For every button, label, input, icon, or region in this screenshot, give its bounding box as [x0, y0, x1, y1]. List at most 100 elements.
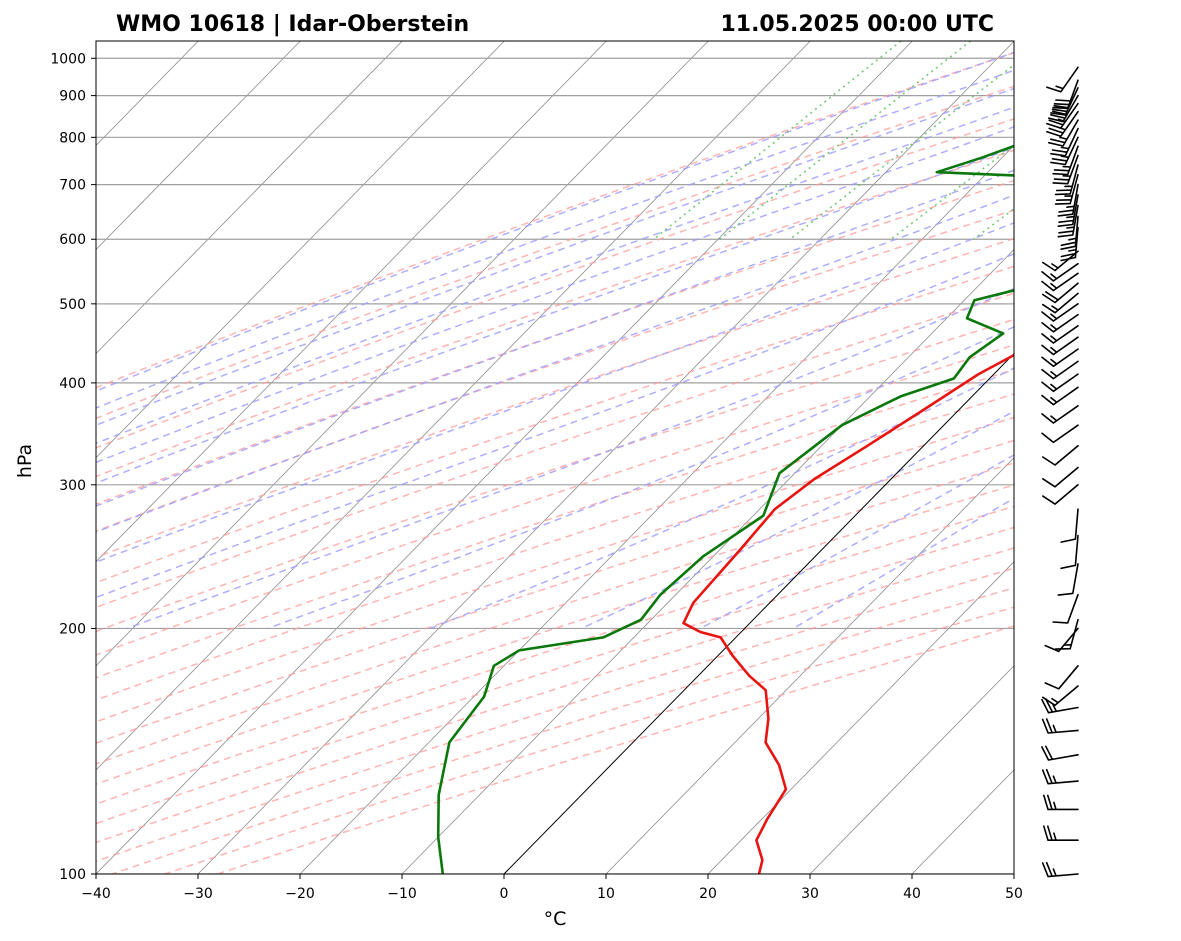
- moist-adiabat-line: [96, 194, 1014, 533]
- wind-barb: [1042, 292, 1079, 314]
- isotherm-line: [96, 41, 811, 771]
- wind-barb: [1041, 745, 1079, 761]
- dry-adiabat-line: [96, 118, 1014, 449]
- y-tick-label: 200: [59, 621, 86, 637]
- isobar-grid: [96, 57, 1014, 874]
- isotherm-line: [96, 41, 709, 667]
- profile-series: [436, 144, 1014, 874]
- y-axis: 100 200 300 400 500 600 700 800 900 1000: [50, 51, 96, 883]
- dry-adiabat-line: [96, 51, 1014, 389]
- wind-barb: [1041, 386, 1079, 406]
- wind-barb: [1042, 282, 1079, 304]
- isotherm-line: [605, 457, 1014, 874]
- x-tick-label: 30: [801, 886, 819, 902]
- wind-barb: [1041, 698, 1079, 714]
- wind-barb: [1046, 110, 1079, 138]
- wind-barb: [1041, 861, 1079, 878]
- wind-barb: [1052, 79, 1079, 110]
- chart-title-left: WMO 10618 | Idar-Oberstein: [116, 12, 469, 37]
- wind-barb: [1041, 348, 1079, 368]
- y-axis-label: hPa: [14, 444, 36, 478]
- isotherm-line: [96, 41, 913, 874]
- wind-barb: [1060, 534, 1079, 570]
- wind-barb: [1042, 685, 1079, 707]
- x-axis: −40 −30 −20 −10 0 10 20 30 40 50: [81, 874, 1023, 902]
- wind-barb: [1048, 94, 1079, 123]
- dry-adiabat-line: [96, 149, 1014, 478]
- temperature-line: [682, 353, 1014, 874]
- x-tick-label: −40: [81, 886, 111, 902]
- dry-adiabat-line: [96, 265, 1014, 584]
- dry-adiabat-line: [96, 209, 1014, 532]
- isotherm-line: [809, 665, 1014, 874]
- dry-adiabats: [96, 51, 1014, 874]
- wind-barb: [1043, 794, 1079, 811]
- moist-adiabat-line: [96, 126, 1014, 464]
- moist-adiabat-line: [581, 410, 1014, 630]
- mixing-ratio-line: [653, 41, 902, 240]
- zero-isotherm: [503, 352, 1014, 874]
- wind-barb: [1057, 563, 1079, 596]
- wind-barb: [1041, 336, 1079, 356]
- wind-barb: [1048, 119, 1079, 147]
- dry-adiabat-line: [96, 85, 1014, 420]
- isotherm-line: [96, 41, 403, 355]
- moist-adiabat-line: [96, 146, 1014, 484]
- wind-barb: [1052, 154, 1079, 185]
- wind-barb: [1041, 325, 1079, 344]
- wind-barb: [1060, 215, 1079, 250]
- isotherm-line: [197, 41, 1014, 874]
- x-tick-label: 0: [500, 886, 509, 902]
- dewpoint-line: [436, 144, 1014, 874]
- isotherm-line: [96, 41, 607, 563]
- mixing-ratio-line: [890, 144, 1014, 240]
- mixing-ratio-line: [719, 41, 972, 240]
- moist-adiabat-line: [96, 222, 1014, 563]
- x-tick-label: 20: [699, 886, 717, 902]
- chart-title-right: 11.05.2025 00:00 UTC: [720, 12, 994, 37]
- dry-adiabat-line: [96, 368, 1014, 679]
- isotherm-line: [707, 561, 1014, 874]
- y-tick-label: 800: [59, 130, 86, 146]
- wind-barb: [1041, 768, 1079, 785]
- dry-adiabat-line: [96, 344, 1014, 656]
- wind-barb: [1044, 665, 1079, 690]
- dry-adiabat-line: [96, 526, 1014, 825]
- y-tick-label: 900: [59, 89, 86, 105]
- y-tick-label: 500: [59, 297, 86, 313]
- x-tick-label: 40: [903, 886, 921, 902]
- y-tick-label: 100: [59, 867, 86, 883]
- wind-barb: [1050, 127, 1079, 157]
- y-tick-label: 400: [59, 376, 86, 392]
- wind-barb: [1041, 272, 1079, 292]
- mixing-ratio-line: [789, 63, 1014, 240]
- moist-adiabat-line: [96, 253, 1014, 599]
- wind-barb: [1060, 508, 1079, 543]
- wind-barbs: [1041, 66, 1079, 878]
- moist-adiabat-line: [126, 287, 1014, 630]
- wind-barb: [1042, 444, 1079, 466]
- wind-barb: [1042, 484, 1079, 505]
- wind-barb: [1043, 825, 1079, 841]
- dry-adiabat-line: [96, 439, 1014, 744]
- wind-barb: [1054, 164, 1079, 196]
- moist-adiabat-line: [96, 169, 1014, 507]
- wind-barb: [1057, 194, 1079, 227]
- wind-barb: [1046, 102, 1079, 129]
- wind-barb: [1041, 262, 1079, 282]
- x-tick-label: −30: [183, 886, 213, 902]
- wind-barb: [1057, 204, 1079, 238]
- y-tick-label: 700: [59, 178, 86, 194]
- x-tick-label: 10: [597, 886, 615, 902]
- wind-barb: [1046, 66, 1079, 93]
- wind-barb: [1052, 145, 1079, 176]
- y-tick-label: 600: [59, 232, 86, 248]
- dry-adiabat-line: [96, 237, 1014, 559]
- wind-barb: [1057, 183, 1079, 217]
- dry-adiabat-line: [96, 505, 1014, 805]
- isotherm-line: [299, 144, 1014, 874]
- wind-barb: [1050, 87, 1079, 116]
- wind-barb: [1050, 136, 1079, 166]
- wind-barb: [1054, 173, 1079, 205]
